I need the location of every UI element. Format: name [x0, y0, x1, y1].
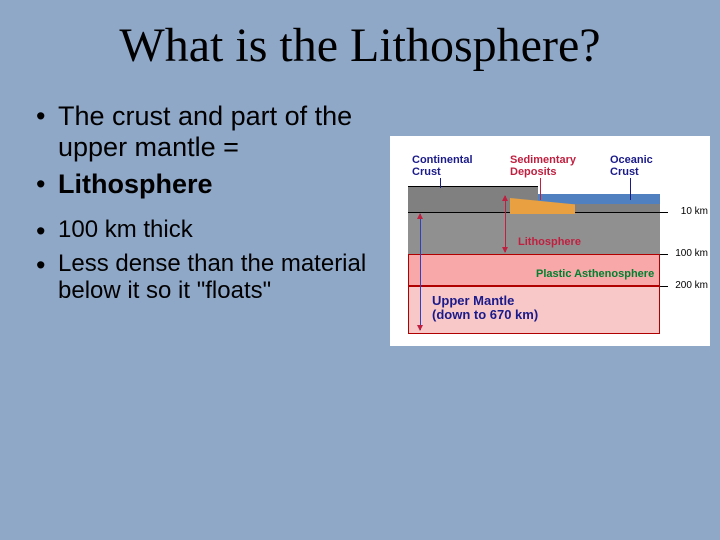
upper-mantle-label: Upper Mantle (down to 670 km) — [432, 294, 538, 323]
scale-label: 200 km — [675, 280, 708, 291]
bullet-text: Lithosphere — [58, 169, 213, 199]
sedimentary-label: Sedimentary Deposits — [510, 154, 576, 178]
lithosphere-arrow-icon — [505, 196, 506, 252]
continental-crust-label: Continental Crust — [412, 154, 473, 178]
diagram-column: Continental Crust Sedimentary Deposits O… — [380, 101, 720, 346]
arrow-icon — [630, 178, 631, 200]
bullet-text: 100 km thick — [58, 216, 193, 243]
scale-tick — [660, 286, 668, 287]
asthenosphere-label: Plastic Asthenosphere — [536, 268, 654, 280]
scale-tick — [660, 254, 668, 255]
ocean-layer — [538, 194, 660, 204]
lithosphere-label: Lithosphere — [518, 236, 581, 248]
bullet-item: Less dense than the material below it so… — [30, 250, 380, 305]
bullet-item: Lithosphere — [30, 169, 380, 200]
bullet-text: Less dense than the material below it so… — [58, 250, 366, 305]
bullet-item: 100 km thick — [30, 216, 380, 244]
bullet-item: The crust and part of the upper mantle = — [30, 101, 380, 163]
arrow-icon — [440, 178, 441, 188]
slide-content: The crust and part of the upper mantle =… — [0, 101, 720, 346]
scale-label: 100 km — [675, 248, 708, 259]
mantle-arrow-icon — [420, 214, 421, 330]
scale-tick — [660, 212, 668, 213]
lithosphere-diagram: Continental Crust Sedimentary Deposits O… — [390, 136, 710, 346]
bullet-text: The crust and part of the upper mantle = — [58, 101, 352, 162]
arrow-icon — [540, 178, 541, 200]
oceanic-crust-label: Oceanic Crust — [610, 154, 653, 178]
scale-label: 10 km — [681, 206, 708, 217]
slide-title: What is the Lithosphere? — [0, 0, 720, 73]
bullet-column: The crust and part of the upper mantle =… — [0, 101, 380, 346]
